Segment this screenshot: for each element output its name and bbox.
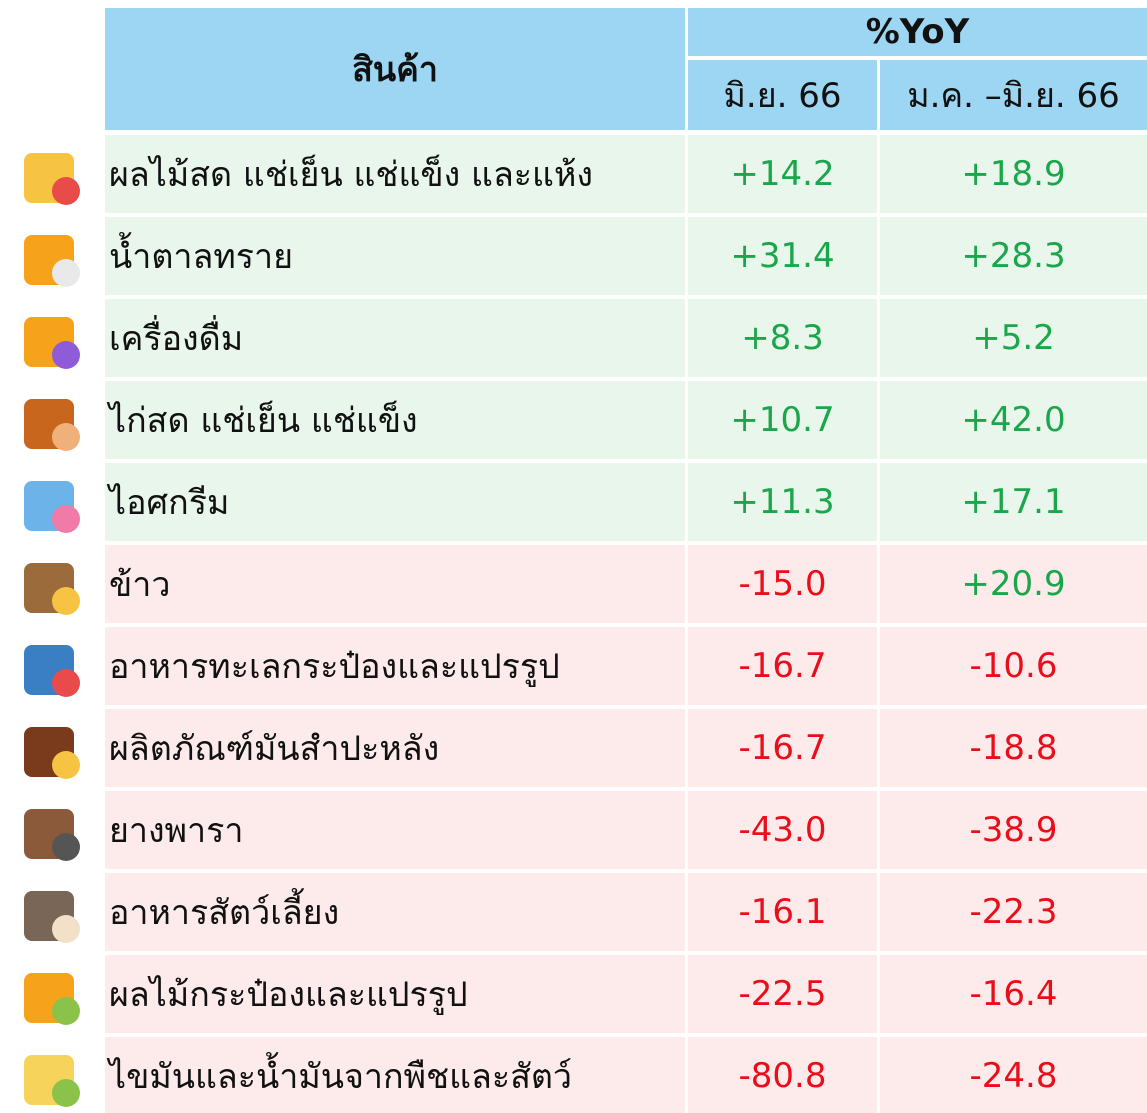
- row-icon: [24, 973, 80, 1025]
- value-jun: +11.3: [688, 463, 877, 541]
- value-jun: -43.0: [688, 791, 877, 869]
- row-name: ไอศกรีม: [105, 463, 685, 541]
- value-ytd: -24.8: [880, 1037, 1147, 1113]
- row-icon: [24, 1055, 80, 1107]
- row-icon: [24, 399, 80, 451]
- value-jun: -16.7: [688, 709, 877, 787]
- value-jun: -22.5: [688, 955, 877, 1033]
- value-ytd: -10.6: [880, 627, 1147, 705]
- row-icon: [24, 153, 80, 205]
- row-icon: [24, 727, 80, 779]
- row-name: อาหารทะเลกระป๋องและแปรรูป: [105, 627, 685, 705]
- value-ytd: -22.3: [880, 873, 1147, 951]
- row-icon: [24, 645, 80, 697]
- row-name: ไก่สด แช่เย็น แช่แข็ง: [105, 381, 685, 459]
- value-jun: +14.2: [688, 135, 877, 213]
- row-name: ผลไม้กระป๋องและแปรรูป: [105, 955, 685, 1033]
- row-name: ยางพารา: [105, 791, 685, 869]
- value-ytd: -18.8: [880, 709, 1147, 787]
- row-icon: [24, 481, 80, 533]
- value-jun: +10.7: [688, 381, 877, 459]
- value-ytd: +5.2: [880, 299, 1147, 377]
- row-icon: [24, 809, 80, 861]
- row-icon: [24, 235, 80, 287]
- value-ytd: +28.3: [880, 217, 1147, 295]
- row-icon: [24, 891, 80, 943]
- header-jun: มิ.ย. 66: [688, 60, 877, 130]
- value-ytd: -38.9: [880, 791, 1147, 869]
- row-name: ข้าว: [105, 545, 685, 623]
- row-name: อาหารสัตว์เลี้ยง: [105, 873, 685, 951]
- value-ytd: +20.9: [880, 545, 1147, 623]
- row-icon: [24, 563, 80, 615]
- row-name: ผลิตภัณฑ์มันสำปะหลัง: [105, 709, 685, 787]
- row-name: ผลไม้สด แช่เย็น แช่แข็ง และแห้ง: [105, 135, 685, 213]
- value-jun: -80.8: [688, 1037, 877, 1113]
- value-jun: +31.4: [688, 217, 877, 295]
- header-yoy: %YoY: [688, 8, 1147, 56]
- value-ytd: +18.9: [880, 135, 1147, 213]
- value-jun: -16.7: [688, 627, 877, 705]
- value-jun: -16.1: [688, 873, 877, 951]
- value-ytd: +42.0: [880, 381, 1147, 459]
- row-name: น้ำตาลทราย: [105, 217, 685, 295]
- row-name: เครื่องดื่ม: [105, 299, 685, 377]
- row-name: ไขมันและน้ำมันจากพืชและสัตว์: [105, 1037, 685, 1113]
- value-jun: -15.0: [688, 545, 877, 623]
- value-ytd: +17.1: [880, 463, 1147, 541]
- value-ytd: -16.4: [880, 955, 1147, 1033]
- header-product: สินค้า: [105, 8, 685, 130]
- row-icon: [24, 317, 80, 369]
- header-ytd: ม.ค. –มิ.ย. 66: [880, 60, 1147, 130]
- value-jun: +8.3: [688, 299, 877, 377]
